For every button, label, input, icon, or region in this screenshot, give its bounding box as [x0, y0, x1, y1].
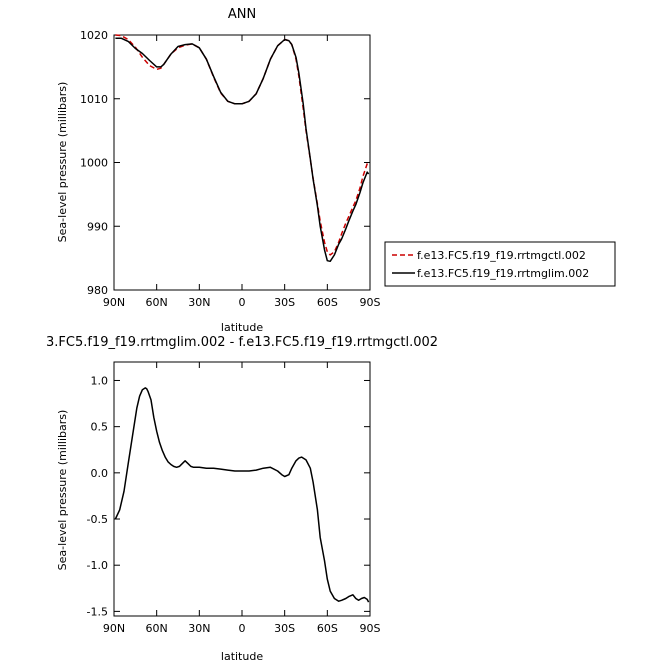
y-tick-label: 0.5 [91, 421, 109, 434]
top-chart-plot-frame [113, 34, 371, 291]
x-tick-label: 30S [274, 622, 295, 635]
series-line-1 [114, 387, 370, 603]
bottom-chart-x-ticks: 90N 60N 30N 0 30S 60S 90S [103, 362, 381, 635]
x-tick-label: 0 [239, 622, 246, 635]
x-tick-label: 90N [103, 296, 125, 309]
bottom-chart-plot-frame [113, 361, 371, 617]
bottom-chart-title: 3.FC5.f19_f19.rrtmglim.002 - f.e13.FC5.f… [46, 335, 438, 350]
x-tick-label: 90S [360, 622, 381, 635]
y-tick-label: 1.0 [91, 374, 109, 387]
bottom-chart-y-ticks: -1.5 -1.0 -0.5 0.0 0.5 1.0 [87, 374, 370, 618]
x-tick-label: 30N [188, 622, 210, 635]
x-tick-label: 60N [146, 296, 168, 309]
y-tick-label: -1.0 [87, 559, 108, 572]
bottom-chart-y-axis-title: Sea-level pressure (millibars) [56, 410, 69, 571]
y-tick-label: -1.5 [87, 605, 108, 618]
top-chart-x-ticks: 90N 60N 30N 0 30S 60S 90S [103, 35, 381, 309]
x-tick-label: 60N [146, 622, 168, 635]
top-chart-title: ANN [228, 7, 256, 22]
y-tick-label: 0.0 [91, 467, 109, 480]
bottom-chart-series [114, 387, 370, 603]
x-tick-label: 90S [360, 296, 381, 309]
top-chart-x-axis-title: latitude [221, 321, 263, 334]
y-tick-label: -0.5 [87, 513, 108, 526]
x-tick-label: 30S [274, 296, 295, 309]
legend-box [384, 241, 616, 287]
top-chart-legend: f.e13.FC5.f19_f19.rrtmgctl.002 f.e13.FC5… [384, 241, 616, 287]
legend-label-lim: f.e13.FC5.f19_f19.rrtmglim.002 [417, 267, 589, 280]
y-tick-label: 980 [87, 284, 108, 297]
series-line-1 [115, 34, 370, 256]
top-chart-y-ticks: 980 990 1000 1010 1020 [80, 29, 370, 297]
y-tick-label: 1000 [80, 157, 108, 170]
top-chart-y-axis-title: Sea-level pressure (millibars) [56, 82, 69, 243]
x-tick-label: 0 [239, 296, 246, 309]
x-tick-label: 90N [103, 622, 125, 635]
y-tick-label: 990 [87, 220, 108, 233]
y-tick-label: 1020 [80, 29, 108, 42]
legend-label-ctl: f.e13.FC5.f19_f19.rrtmgctl.002 [417, 249, 586, 262]
top-chart-series [115, 34, 370, 263]
bottom-chart: 3.FC5.f19_f19.rrtmglim.002 - f.e13.FC5.f… [46, 335, 438, 663]
x-tick-label: 30N [188, 296, 210, 309]
x-tick-label: 60S [317, 622, 338, 635]
series-line-2 [115, 37, 370, 263]
x-tick-label: 60S [317, 296, 338, 309]
bottom-chart-x-axis-title: latitude [221, 650, 263, 663]
y-tick-label: 1010 [80, 93, 108, 106]
